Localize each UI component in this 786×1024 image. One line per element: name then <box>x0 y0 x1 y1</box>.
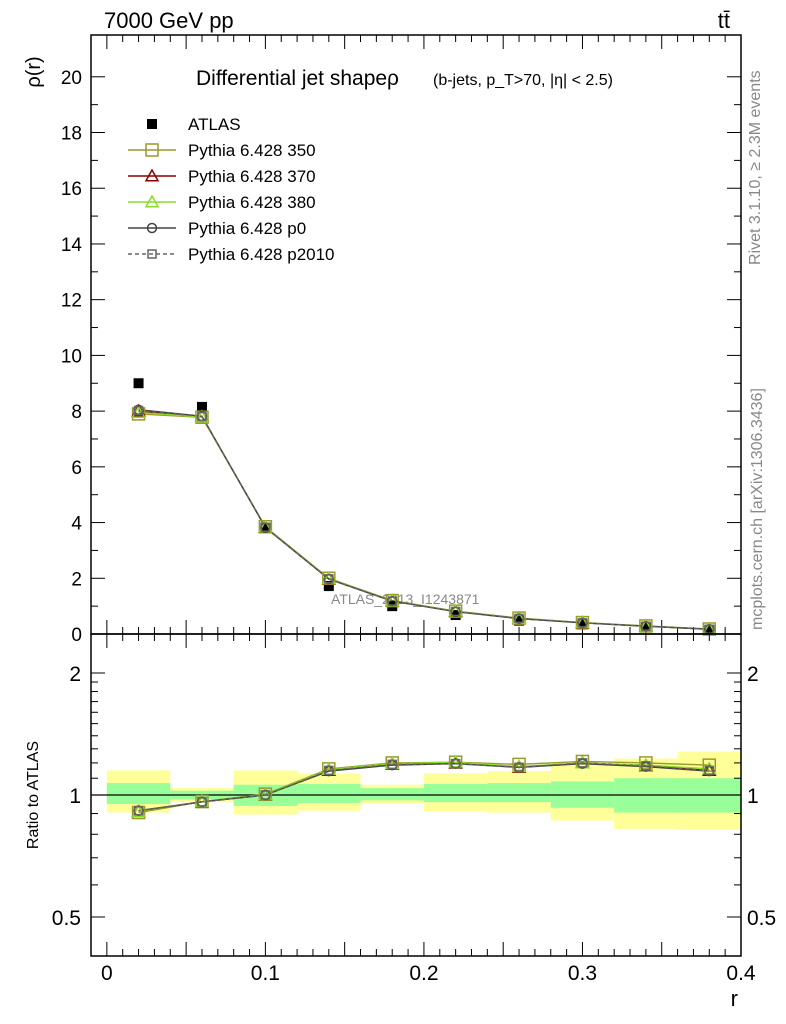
watermark: ATLAS_2013_I1243871 <box>331 591 480 607</box>
ratio-ytick-label: 1 <box>69 785 81 808</box>
point-p2010 <box>260 522 271 533</box>
point-p2010 <box>450 606 461 617</box>
point-atlas <box>514 615 525 626</box>
ratio-ytick-label-right: 2 <box>747 663 759 686</box>
ratio-ylabel: Ratio to ATLAS <box>25 741 42 849</box>
point-atlas <box>323 581 334 592</box>
main-ticks: 0 2 4 6 8 10 12 14 16 18 20 <box>61 35 742 646</box>
ratio-panel: 0.5 0.5 1 1 2 2 0 0.1 0.2 0.3 0.4 Ratio to ATLAS r <box>25 633 776 1011</box>
main-subtitle: (b-jets, p_T>70, |η| < 2.5) <box>433 72 613 89</box>
point-p380 <box>131 404 146 419</box>
legend-marker-p0 <box>146 222 158 234</box>
xtick-label: 0 <box>101 962 113 985</box>
ratio-point-p2010 <box>133 805 144 816</box>
xtick-label: 0.1 <box>251 962 280 985</box>
ratio-point-p350 <box>639 756 653 770</box>
ratio-bands <box>106 751 741 830</box>
main-ytick-label: 16 <box>61 179 82 200</box>
ratio-band-inner <box>423 783 488 803</box>
ratio-point-p2010 <box>197 797 207 807</box>
ratio-ytick-label: 0.5 <box>52 907 81 930</box>
main-ytick-label: 6 <box>71 458 82 479</box>
legend-label-p2010: Pythia 6.428 p2010 <box>188 245 335 264</box>
point-p380 <box>194 409 210 423</box>
legend-marker-p2010 <box>147 249 157 259</box>
point-p2010 <box>324 574 334 584</box>
ratio-point-p350 <box>702 758 717 772</box>
ratio-point-p2010 <box>450 758 461 769</box>
xtick-label: 0.3 <box>568 962 597 985</box>
point-p2010 <box>514 613 524 624</box>
ratio-band-inner <box>297 783 361 804</box>
legend: ATLAS Pythia 6.428 350 Pythia 6.428 370 Pyt… <box>128 115 335 264</box>
point-p2010 <box>387 596 397 606</box>
legend-label-atlas: ATLAS <box>188 115 241 134</box>
legend-marker-p350 <box>145 143 159 157</box>
point-atlas <box>577 619 588 630</box>
x-axis-label: r <box>731 986 738 1011</box>
point-atlas <box>640 622 651 633</box>
main-ytick-label: 20 <box>61 68 82 89</box>
ratio-point-p2010 <box>577 758 588 768</box>
point-p2010 <box>641 621 651 631</box>
point-atlas <box>704 624 715 635</box>
ratio-line-p0 <box>138 762 710 812</box>
legend-label-p350: Pythia 6.428 350 <box>188 141 316 160</box>
ratio-frame <box>90 633 742 957</box>
ratio-point-p2010 <box>260 790 271 800</box>
ratio-series-layer <box>131 754 717 820</box>
ratio-band-inner <box>106 783 171 805</box>
ratio-band-inner <box>360 788 424 801</box>
ratio-point-p350 <box>512 757 526 772</box>
point-p2010 <box>133 405 144 416</box>
point-p2010 <box>197 411 207 422</box>
ratio-ticks: 0.5 0.5 1 1 2 2 0 0.1 0.2 0.3 0.4 <box>52 634 776 985</box>
legend-marker-p380 <box>144 194 160 208</box>
main-ytick-label: 4 <box>71 514 82 535</box>
ratio-ytick-label-right: 0.5 <box>747 907 776 930</box>
energy-label: 7000 GeV pp <box>104 8 234 33</box>
ratio-point-p2010 <box>704 765 715 776</box>
ratio-point-p380 <box>131 804 146 818</box>
main-title: Differential jet shapeρ <box>196 67 399 90</box>
main-panel: 0 2 4 6 8 10 12 14 16 18 20 Differential jet shape… <box>23 34 742 646</box>
ratio-point-p2010 <box>324 765 334 776</box>
ratio-ytick-label-right: 1 <box>747 785 759 808</box>
point-p2010 <box>577 618 588 628</box>
rivet-label: Rivet 3.1.10, ≥ 2.3M events <box>747 70 764 265</box>
main-ytick-label: 2 <box>71 569 82 590</box>
xtick-label: 0.2 <box>409 962 438 985</box>
legend-marker-atlas <box>147 119 157 129</box>
main-ytick-label: 0 <box>71 625 82 646</box>
ratio-point-p2010 <box>514 762 524 773</box>
main-ytick-label: 12 <box>61 291 82 312</box>
ratio-band-inner <box>487 783 551 803</box>
main-ytick-label: 8 <box>71 402 82 423</box>
legend-marker-p370 <box>144 168 160 182</box>
xtick-label: 0.4 <box>726 962 756 985</box>
process-label: tt̄ <box>718 8 730 33</box>
ratio-point-p2010 <box>387 759 397 770</box>
series-line-p2010 <box>138 409 710 630</box>
main-ylabel: ρ(r) <box>23 56 45 87</box>
ratio-ytick-label: 2 <box>69 663 81 686</box>
ratio-point-p2010 <box>641 761 651 771</box>
point-atlas <box>196 401 207 412</box>
point-atlas <box>260 522 271 533</box>
main-ytick-label: 10 <box>61 346 82 367</box>
legend-label-p0: Pythia 6.428 p0 <box>188 219 306 238</box>
main-ytick-label: 14 <box>61 235 83 256</box>
main-ytick-label: 18 <box>61 124 82 145</box>
main-series-layer <box>131 378 717 636</box>
point-atlas <box>133 378 144 389</box>
legend-label-p370: Pythia 6.428 370 <box>188 167 316 186</box>
mcplots-label: mcplots.cern.ch [arXiv:1306.3436] <box>749 388 766 630</box>
legend-label-p380: Pythia 6.428 380 <box>188 193 316 212</box>
